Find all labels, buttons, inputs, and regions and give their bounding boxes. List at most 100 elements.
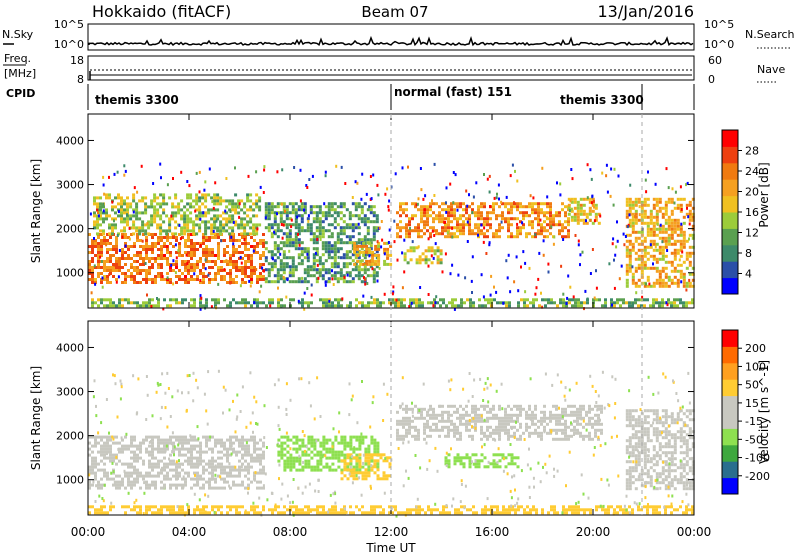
data-cell [187, 459, 190, 463]
data-cell [348, 214, 352, 218]
data-cell [441, 217, 444, 221]
data-cell [314, 251, 317, 255]
data-cell [168, 217, 172, 221]
data-cell [169, 477, 172, 481]
data-cell [238, 269, 241, 272]
data-cell [322, 453, 326, 457]
data-cell [519, 229, 522, 233]
data-cell [115, 251, 118, 254]
data-cell [496, 192, 498, 196]
data-cell [102, 202, 105, 206]
data-cell [330, 250, 334, 254]
data-cell [658, 245, 662, 249]
data-cell [348, 256, 352, 260]
data-cell [462, 229, 465, 233]
data-cell [353, 250, 357, 254]
data-cell [189, 202, 193, 206]
data-cell [253, 239, 256, 242]
data-cell [160, 471, 163, 475]
data-cell [290, 225, 293, 229]
data-cell [436, 301, 439, 305]
data-cell [515, 255, 518, 259]
data-cell [634, 478, 638, 482]
data-cell [130, 486, 133, 490]
data-cell [423, 437, 426, 441]
data-cell [465, 217, 468, 221]
data-cell [331, 450, 335, 454]
data-cell [352, 474, 356, 478]
data-cell [256, 447, 259, 451]
data-cell [214, 438, 217, 442]
data-cell [516, 202, 519, 206]
data-cell [259, 272, 262, 275]
data-cell [504, 456, 508, 460]
data-cell [160, 266, 163, 269]
data-cell [486, 434, 489, 438]
data-cell [522, 407, 525, 411]
data-cell [286, 435, 290, 439]
data-cell [211, 468, 214, 472]
data-cell [136, 444, 139, 448]
data-cell [94, 242, 97, 245]
data-cell [567, 425, 570, 429]
data-cell [625, 233, 629, 237]
data-cell [238, 266, 241, 269]
data-cell [516, 208, 519, 212]
data-cell [658, 418, 662, 422]
data-cell [357, 265, 361, 269]
data-cell [168, 220, 172, 224]
data-cell [531, 226, 534, 230]
data-cell [634, 466, 638, 470]
data-cell [372, 205, 376, 209]
data-cell [453, 202, 456, 206]
data-cell [316, 263, 319, 267]
data-cell [570, 215, 574, 219]
data-cell [240, 232, 244, 236]
data-cell [121, 233, 124, 236]
data-cell [229, 304, 232, 308]
data-cell [495, 217, 498, 221]
data-cell [691, 245, 695, 249]
data-cell [519, 404, 522, 408]
data-cell [426, 434, 429, 438]
data-cell [562, 238, 565, 241]
data-cell [354, 205, 358, 209]
data-cell [634, 197, 638, 201]
data-cell [360, 205, 364, 209]
data-cell [498, 214, 501, 218]
data-cell [226, 251, 229, 254]
data-cell [259, 438, 262, 442]
data-cell [202, 486, 205, 490]
data-cell [444, 208, 447, 212]
data-cell [243, 229, 247, 233]
data-cell [106, 298, 109, 302]
data-cell [241, 242, 244, 245]
data-cell [456, 229, 459, 233]
data-cell [370, 453, 374, 457]
data-cell [108, 273, 111, 277]
data-cell [336, 247, 340, 251]
data-cell [223, 441, 226, 445]
data-cell [184, 298, 187, 302]
data-cell [135, 226, 139, 230]
data-cell [111, 232, 114, 236]
data-cell [577, 239, 580, 243]
data-cell [474, 416, 477, 420]
data-cell [196, 477, 199, 481]
data-cell [655, 439, 659, 443]
data-cell [405, 202, 408, 206]
data-cell [565, 304, 568, 308]
data-cell [280, 447, 284, 451]
data-cell [109, 453, 112, 457]
data-cell [330, 244, 334, 248]
data-cell [229, 447, 232, 451]
data-cell [586, 301, 589, 305]
data-cell [244, 254, 247, 257]
data-cell [516, 413, 519, 417]
data-cell [646, 436, 650, 440]
data-cell [625, 215, 629, 219]
data-cell [516, 217, 519, 221]
data-cell [673, 221, 677, 225]
data-cell [591, 437, 594, 441]
